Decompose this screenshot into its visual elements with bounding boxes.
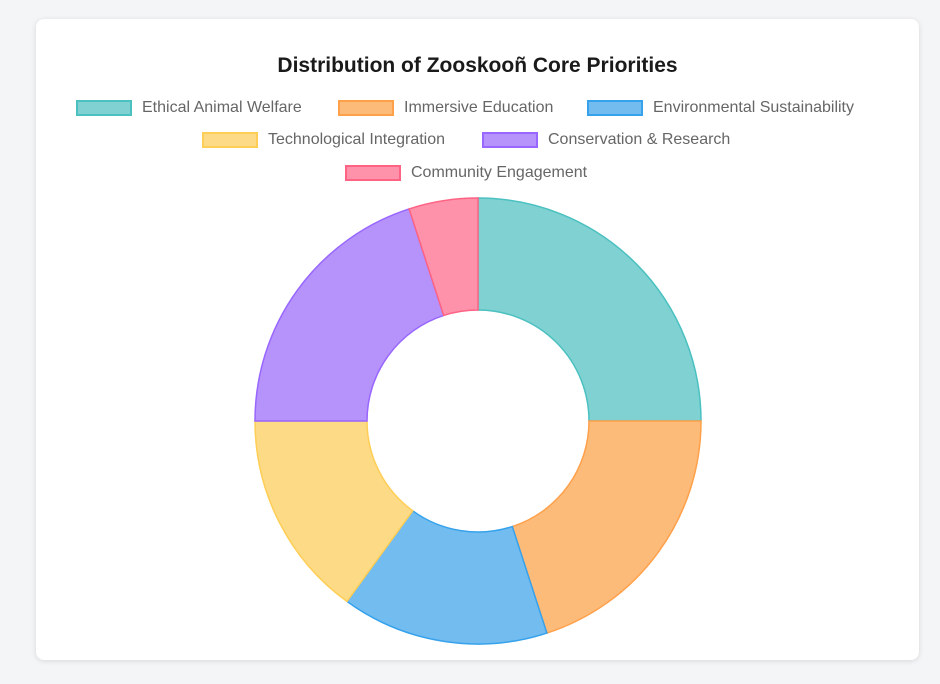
legend-label: Immersive Education [404,99,554,116]
legend-item-technological-integration[interactable]: Technological Integration [202,130,445,150]
legend-item-environmental-sustainability[interactable]: Environmental Sustainability [587,98,854,118]
chart-title: Distribution of Zooskooñ Core Priorities [277,54,678,77]
legend-swatch [76,100,132,116]
legend-swatch [587,100,643,116]
slice-technological-integration[interactable] [254,420,414,603]
slice-conservation-and-research[interactable] [254,207,445,422]
legend-swatch [482,132,538,148]
legend-label: Technological Integration [268,131,446,148]
slice-immersive-education[interactable] [511,420,702,635]
slice-ethical-animal-welfare[interactable] [477,197,702,422]
legend-item-community-engagement[interactable]: Community Engagement [345,163,587,183]
legend-swatch [202,132,258,148]
legend-label: Community Engagement [411,164,588,181]
legend-item-immersive-education[interactable]: Immersive Education [338,98,553,118]
legend-item-conservation-and-research[interactable]: Conservation & Research [482,130,730,150]
slice-community-engagement[interactable] [408,197,479,317]
legend-label: Environmental Sustainability [653,99,854,116]
slice-environmental-sustainability[interactable] [345,509,548,645]
legend-item-ethical-animal-welfare[interactable]: Ethical Animal Welfare [76,98,302,118]
legend-swatch [338,100,394,116]
legend-label: Ethical Animal Welfare [142,99,302,116]
legend-label: Conservation & Research [548,131,731,148]
legend-swatch [345,165,401,181]
